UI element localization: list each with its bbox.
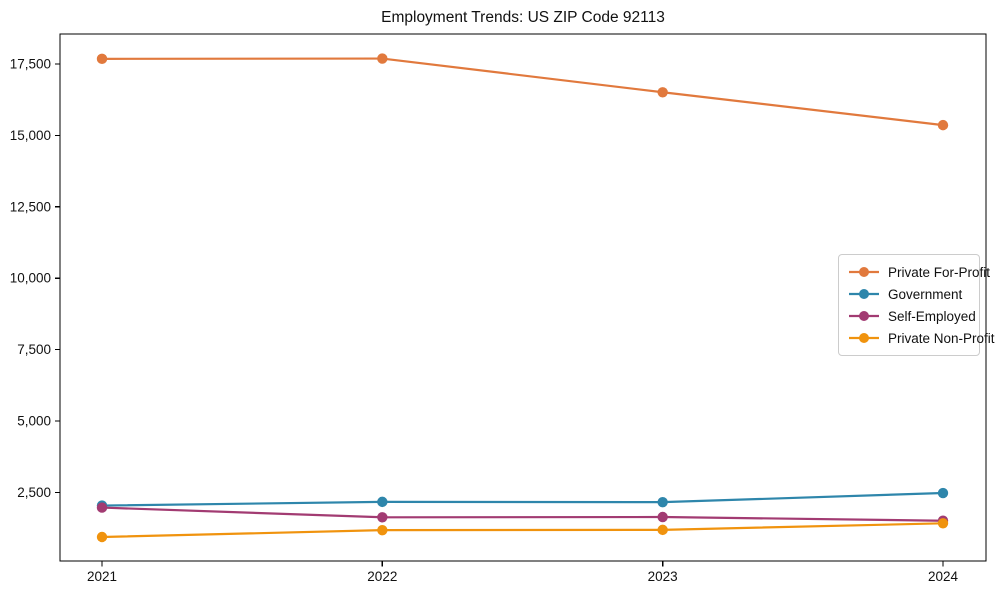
legend-label: Self-Employed: [888, 308, 976, 324]
legend: Private For-Profit Government Self-Employe…: [838, 254, 995, 356]
x-axis-tick-label: 2021: [87, 569, 117, 584]
y-axis-tick-label: 17,500: [10, 56, 51, 71]
legend-marker: [859, 333, 869, 343]
data-point-marker: [377, 496, 388, 508]
x-axis-tick-label: 2023: [648, 569, 678, 584]
y-axis-tick-label: 5,000: [17, 414, 51, 429]
legend-line-marker-icon: [849, 289, 879, 299]
legend-label: Private Non-Profit: [888, 330, 995, 346]
series-line-private-for-profit: [101, 57, 944, 127]
series-line-private-non-profit: [101, 522, 944, 539]
legend-label: Government: [888, 286, 963, 302]
y-axis-tick-label: 2,500: [17, 485, 51, 500]
series-line-government: [101, 491, 944, 507]
legend-line-marker-icon: [849, 311, 879, 321]
data-point-marker: [937, 487, 949, 499]
series-line-self-employed: [101, 506, 944, 522]
data-point-marker: [377, 512, 388, 523]
legend-marker: [859, 267, 869, 277]
legend-marker: [859, 311, 869, 321]
y-axis-tick-label: 12,500: [10, 199, 51, 214]
data-point-marker: [377, 524, 388, 536]
legend-item: Private Non-Profit: [848, 327, 995, 349]
legend-item: Government: [848, 283, 971, 305]
data-point-marker: [96, 531, 108, 543]
data-point-marker: [377, 53, 388, 64]
data-point-marker: [96, 53, 108, 65]
x-axis-tick-label: 2022: [367, 569, 397, 584]
data-point-marker: [937, 518, 949, 529]
data-point-marker: [657, 496, 668, 508]
y-axis-tick-label: 10,000: [10, 271, 51, 286]
legend-marker: [859, 289, 869, 299]
data-point-marker: [937, 119, 949, 131]
data-point-marker: [657, 511, 668, 523]
data-point-marker: [96, 502, 108, 513]
x-axis-tick-label: 2024: [928, 569, 959, 584]
y-axis-tick-label: 15,000: [10, 128, 51, 143]
y-axis-tick-label: 7,500: [17, 342, 51, 357]
chart-title: Employment Trends: US ZIP Code 92113: [381, 9, 665, 26]
data-point-marker: [657, 524, 668, 536]
axes-spines: [59, 33, 987, 562]
legend-line-marker-icon: [849, 333, 879, 343]
legend-item: Private For-Profit: [848, 261, 990, 283]
legend-line-marker-icon: [849, 267, 879, 277]
legend-label: Private For-Profit: [888, 264, 991, 280]
legend-item: Self-Employed: [848, 305, 976, 327]
data-point-marker: [657, 87, 668, 98]
